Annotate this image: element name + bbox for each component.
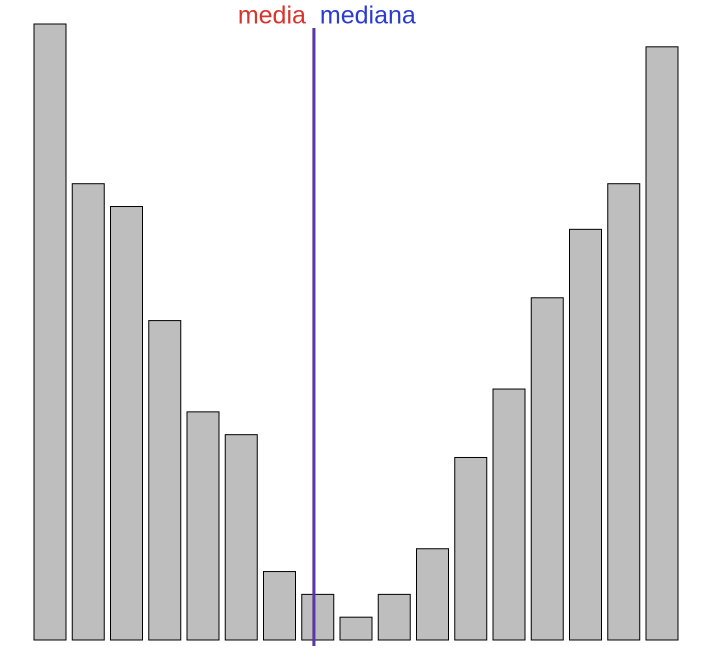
bar — [263, 571, 296, 641]
annotation-label: mediana — [320, 2, 416, 30]
bar — [492, 388, 526, 641]
bar — [339, 616, 373, 641]
bar — [33, 23, 67, 641]
bar — [71, 183, 105, 641]
annotation-label: media — [238, 2, 306, 30]
bar — [645, 46, 679, 641]
bar — [416, 548, 449, 641]
bar — [377, 593, 411, 641]
bar — [454, 456, 488, 641]
bar — [224, 434, 258, 641]
bar — [569, 228, 602, 641]
bar — [607, 183, 641, 641]
bar — [148, 320, 182, 641]
bar — [301, 593, 335, 641]
bar — [186, 411, 220, 641]
bar — [530, 297, 564, 641]
bar — [110, 206, 143, 641]
